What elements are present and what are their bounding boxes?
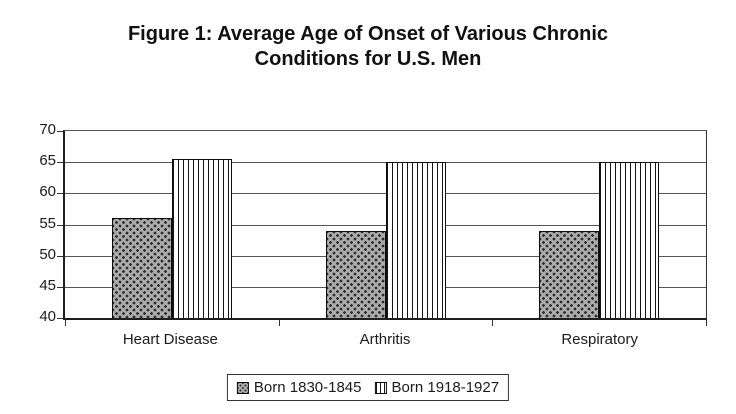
bar-born-1918-1927-arthritis	[385, 162, 446, 318]
legend-swatch-gray-dots-icon	[236, 381, 249, 394]
y-axis-label-60: 60	[39, 183, 56, 201]
bar-born-1830-1845-arthritis	[325, 230, 386, 318]
y-axis-label-70: 70	[39, 121, 56, 138]
plot-area	[57, 130, 707, 326]
bar-group-heart-disease	[65, 131, 279, 318]
y-tick-45	[57, 286, 63, 288]
y-tick-70	[57, 131, 63, 132]
x-axis-labels: Heart Disease Arthritis Respiratory	[63, 331, 707, 348]
y-axis-label-65: 65	[39, 152, 56, 170]
legend-item-born-1918-1927: Born 1918-1927	[374, 379, 500, 396]
chart-title-line-1: Figure 1: Average Age of Onset of Variou…	[127, 23, 609, 45]
y-tick-60	[57, 193, 63, 195]
category-label-arthritis: Arthritis	[359, 331, 411, 348]
chart-title-line-2: Conditions for U.S. Men	[254, 48, 482, 70]
legend-label-born-1830-1845: Born 1830-1845	[253, 379, 362, 396]
legend: Born 1830-1845 Born 1918-1927	[226, 374, 510, 401]
category-label-respiratory: Respiratory	[561, 331, 639, 348]
legend-item-born-1830-1845: Born 1830-1845	[236, 379, 362, 396]
y-axis-label-40: 40	[39, 308, 56, 325]
x-tick-2	[492, 320, 494, 326]
legend-swatch-vertical-stripes-icon	[374, 381, 387, 394]
x-tick-1	[278, 320, 280, 326]
bar-group-respiratory	[492, 131, 706, 318]
bar-group-arthritis	[279, 131, 493, 318]
y-axis-label-55: 55	[39, 214, 56, 232]
x-tick-0	[65, 320, 66, 326]
category-label-heart-disease: Heart Disease	[122, 331, 218, 348]
bar-born-1830-1845-heart-disease	[111, 218, 172, 318]
y-axis-label-45: 45	[39, 276, 56, 294]
legend-label-born-1918-1927: Born 1918-1927	[391, 379, 500, 396]
bar-born-1918-1927-heart-disease	[171, 159, 232, 318]
y-tick-55	[57, 224, 63, 226]
y-tick-40	[57, 318, 63, 319]
y-axis-label-50: 50	[39, 245, 56, 263]
chart-title: Figure 1: Average Age of Onset of Variou…	[0, 22, 736, 72]
bar-born-1918-1927-respiratory	[599, 162, 660, 318]
bar-born-1830-1845-respiratory	[539, 230, 600, 318]
y-tick-50	[57, 255, 63, 257]
x-tick-3	[706, 320, 707, 326]
y-tick-65	[57, 162, 63, 164]
